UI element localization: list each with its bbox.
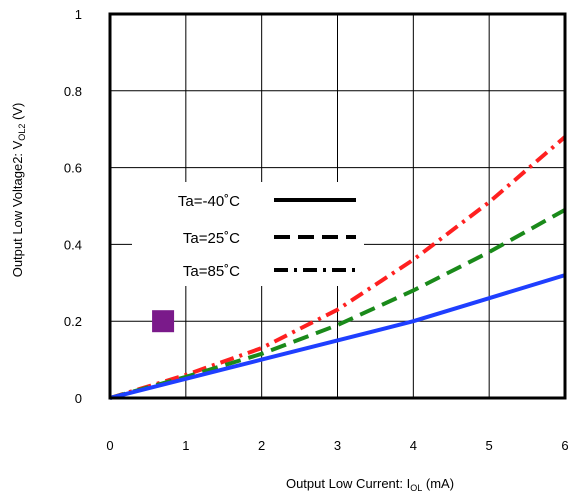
tick-labels: 0 1 2 3 4 5 6 0 0.2 0.4 0.6 0.8 1 <box>64 7 569 453</box>
y-axis-label-unit: (V) <box>10 103 25 124</box>
legend-label-2: Ta=85˚C <box>183 263 240 280</box>
series-layer <box>109 135 567 400</box>
legend-label-1: Ta=25˚C <box>183 230 240 247</box>
y-tick-label: 0.2 <box>64 314 82 329</box>
y-axis-label-sub: OL2 <box>17 124 27 141</box>
x-tick-label: 0 <box>106 438 113 453</box>
y-tick-label: 0.8 <box>64 84 82 99</box>
x-axis-label-sub: OL <box>410 483 422 493</box>
x-axis-label-main: Output Low Current: I <box>286 476 410 491</box>
series-line-0 <box>109 273 566 400</box>
x-tick-label: 6 <box>561 438 568 453</box>
legend: Ta=-40˚C Ta=25˚C Ta=85˚C <box>132 182 364 286</box>
marker-layer <box>152 310 175 333</box>
x-tick-label: 2 <box>258 438 265 453</box>
legend-label-0: Ta=-40˚C <box>178 193 240 210</box>
y-tick-label: 0 <box>75 391 82 406</box>
y-tick-label: 0.4 <box>64 237 82 252</box>
x-tick-label: 1 <box>182 438 189 453</box>
x-tick-label: 5 <box>486 438 493 453</box>
marker-square <box>152 310 175 333</box>
y-axis-label-main: Output Low Voltage2: V <box>10 140 25 277</box>
y-axis-label: Output Low Voltage2: VOL2 (V) <box>10 103 27 278</box>
x-axis-label-unit: (mA) <box>422 476 454 491</box>
x-tick-label: 4 <box>410 438 417 453</box>
plot-frame <box>108 12 567 400</box>
legend-box <box>132 182 364 286</box>
x-tick-label: 3 <box>334 438 341 453</box>
y-tick-label: 0.6 <box>64 161 82 176</box>
y-tick-label: 1 <box>75 7 82 22</box>
x-axis-label: Output Low Current: IOL (mA) <box>286 476 454 493</box>
